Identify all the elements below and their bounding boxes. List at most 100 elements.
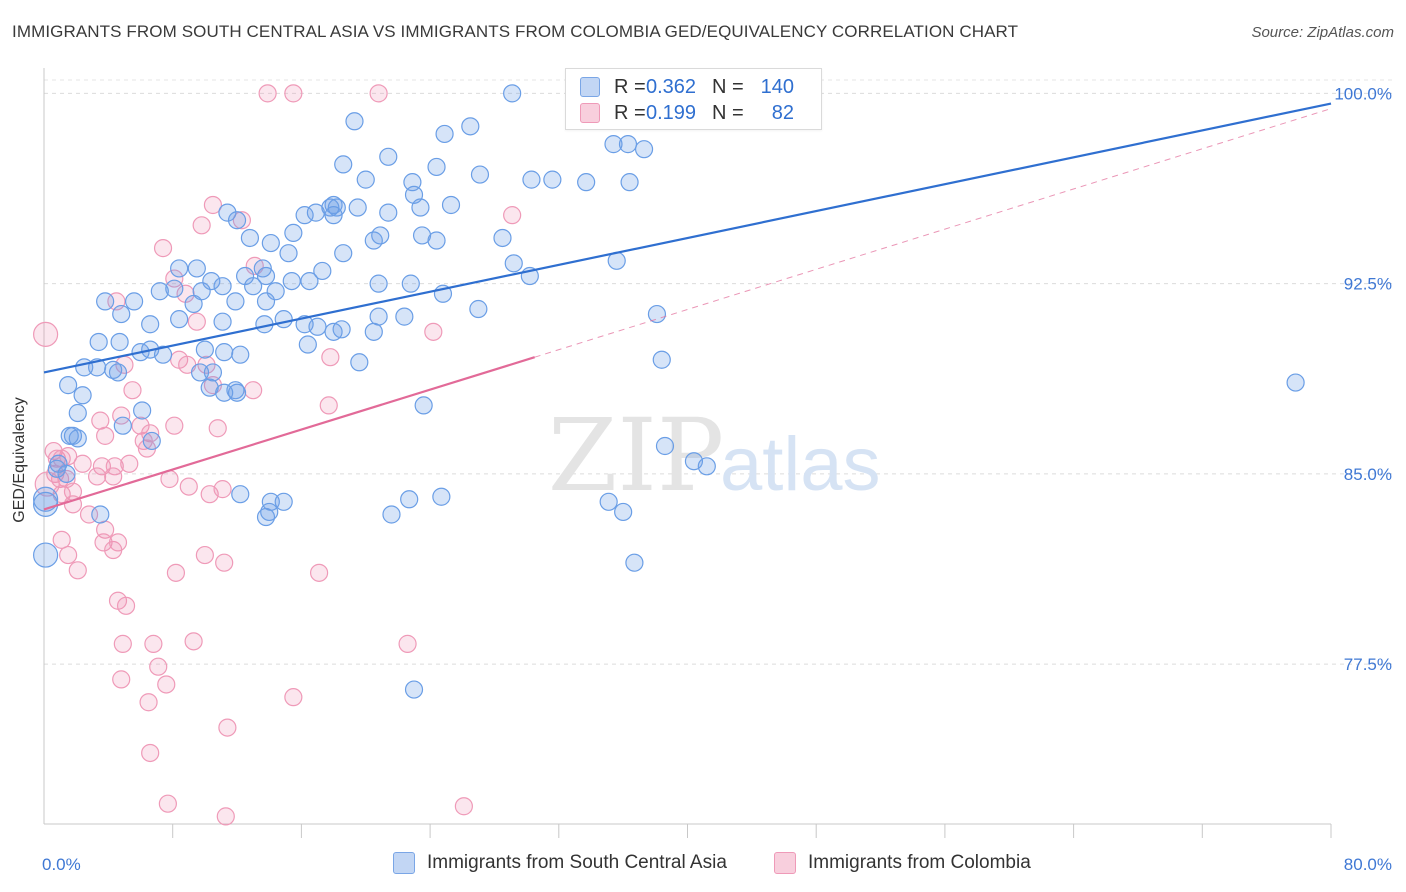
point-colombia xyxy=(104,467,123,486)
point-south-central-asia xyxy=(274,310,293,329)
point-colombia xyxy=(197,355,216,374)
point-colombia xyxy=(284,84,303,103)
point-south-central-asia xyxy=(244,277,263,296)
point-colombia xyxy=(92,457,112,476)
point-south-central-asia xyxy=(300,272,319,291)
point-south-central-asia xyxy=(504,254,523,273)
trend-lines xyxy=(43,102,1332,511)
point-south-central-asia xyxy=(404,680,424,699)
point-south-central-asia xyxy=(324,195,343,215)
point-south-central-asia xyxy=(298,335,317,354)
point-south-central-asia xyxy=(261,233,280,253)
point-south-central-asia xyxy=(253,259,272,278)
point-south-central-asia xyxy=(364,231,383,250)
y-tick-label: 100.0% xyxy=(1334,84,1392,103)
x-tick-label: 0.0% xyxy=(42,855,81,874)
point-south-central-asia xyxy=(324,206,343,225)
point-south-central-asia xyxy=(124,292,144,311)
watermark-atlas: atlas xyxy=(720,422,881,507)
point-south-central-asia xyxy=(427,157,446,177)
point-south-central-asia xyxy=(382,505,401,524)
point-colombia xyxy=(187,312,206,331)
bottom-legend-label: Immigrants from South Central Asia xyxy=(427,852,727,873)
point-colombia xyxy=(213,480,232,499)
point-south-central-asia xyxy=(348,198,367,217)
point-colombia xyxy=(157,675,176,694)
point-south-central-asia xyxy=(604,135,623,154)
point-south-central-asia xyxy=(620,173,639,192)
watermark-zip: ZIP xyxy=(548,397,724,514)
trend-extension-colombia xyxy=(534,108,1332,358)
point-south-central-asia xyxy=(279,244,298,263)
point-south-central-asia xyxy=(192,282,211,301)
point-south-central-asia xyxy=(110,332,129,352)
legend-row-colombia: R = 0.199 N = 82 xyxy=(580,101,794,125)
point-south-central-asia xyxy=(697,457,716,476)
point-colombia xyxy=(139,693,158,712)
point-colombia xyxy=(179,477,198,496)
point-colombia xyxy=(369,84,388,103)
point-colombia xyxy=(203,195,223,215)
legend-r-label: R = xyxy=(614,101,646,124)
point-south-central-asia xyxy=(227,211,247,230)
tick-labels: 77.5% 85.0% 92.5% 100.0% 0.0% 80.0% xyxy=(42,84,1392,874)
legend-r-value: 0.199 xyxy=(646,101,697,124)
point-south-central-asia xyxy=(68,403,87,423)
point-colombia xyxy=(149,657,168,676)
point-south-central-asia xyxy=(91,505,110,524)
legend-n-value: 140 xyxy=(760,75,794,98)
point-south-central-asia xyxy=(153,345,173,364)
point-south-central-asia xyxy=(240,228,260,248)
point-south-central-asia xyxy=(218,203,237,222)
point-colombia xyxy=(218,718,237,737)
point-south-central-asia xyxy=(1286,373,1305,392)
point-south-central-asia xyxy=(104,360,123,379)
point-south-central-asia xyxy=(308,317,327,336)
legend-swatch-blue xyxy=(580,77,600,97)
point-south-central-asia xyxy=(379,203,398,222)
point-south-central-asia xyxy=(112,304,131,324)
legend-swatch-pink xyxy=(580,103,600,123)
point-colombia xyxy=(112,670,131,689)
point-south-central-asia xyxy=(411,198,430,217)
point-south-central-asia xyxy=(324,322,343,341)
point-colombia xyxy=(52,530,71,549)
point-south-central-asia xyxy=(68,429,87,448)
source-credit: Source: ZipAtlas.com xyxy=(1251,24,1394,41)
point-colombia xyxy=(96,426,115,445)
point-colombia xyxy=(398,634,417,653)
point-south-central-asia xyxy=(543,170,562,189)
point-south-central-asia xyxy=(142,431,161,451)
point-south-central-asia xyxy=(356,170,375,189)
point-south-central-asia xyxy=(96,292,115,311)
point-colombia xyxy=(116,596,136,615)
point-colombia xyxy=(123,381,142,400)
point-south-central-asia xyxy=(401,274,420,293)
gridlines xyxy=(44,79,1394,665)
point-south-central-asia xyxy=(295,206,314,225)
point-south-central-asia xyxy=(226,292,245,311)
x-tick-label: 80.0% xyxy=(1344,855,1392,874)
point-south-central-asia xyxy=(195,340,214,359)
point-south-central-asia xyxy=(618,135,638,154)
y-tick-label: 77.5% xyxy=(1344,655,1392,674)
point-south-central-asia xyxy=(170,259,189,278)
point-south-central-asia xyxy=(133,401,152,420)
point-south-central-asia xyxy=(282,272,301,291)
point-colombia xyxy=(120,454,139,473)
point-south-central-asia xyxy=(256,292,276,311)
point-colombia xyxy=(158,794,177,813)
point-south-central-asia xyxy=(89,332,108,352)
bottom-legend-south-central-asia: Immigrants from South Central Asia xyxy=(393,852,727,874)
point-south-central-asia xyxy=(435,124,454,144)
point-south-central-asia xyxy=(369,307,388,326)
point-colombia xyxy=(309,563,329,582)
point-south-central-asia xyxy=(414,396,433,415)
point-south-central-asia xyxy=(190,363,210,382)
point-colombia xyxy=(215,553,234,572)
point-south-central-asia xyxy=(63,426,83,445)
point-colombia xyxy=(165,416,184,435)
point-south-central-asia xyxy=(350,353,369,372)
legend-r-label: R = xyxy=(614,75,646,98)
